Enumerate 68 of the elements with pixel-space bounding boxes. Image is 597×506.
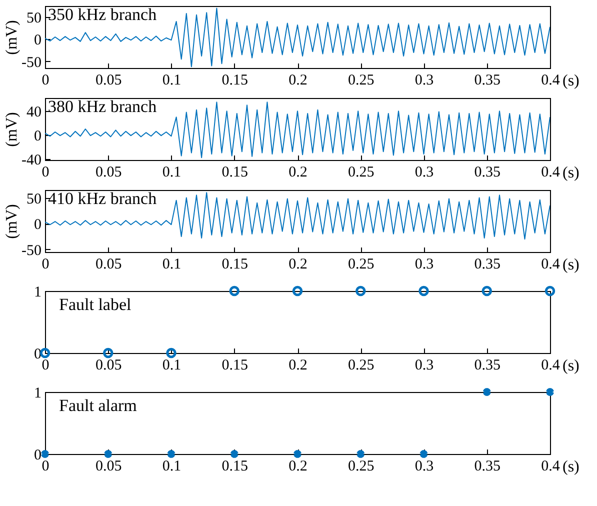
x-tick-label: 0.4 [541,72,560,88]
x-tick-label: 0.35 [474,358,500,374]
x-tick-label: 0.15 [222,256,248,272]
y-tick-label: 0 [34,32,42,49]
x-tick-label: 0.2 [288,358,308,374]
x-tick-label: 0.25 [348,164,374,180]
x-tick-label: 0.4 [541,358,560,374]
x-tick-label: 0.1 [162,164,182,180]
x-tick-label: 0.2 [288,256,308,272]
x-tick-label: 0.1 [162,458,182,474]
x-tick-label: 0.4 [541,256,560,272]
y-tick-label: 50 [26,10,42,27]
annotation: 410 kHz branch [48,189,158,208]
annotation: Fault label [59,295,132,314]
x-tick-label: 0.25 [348,358,374,374]
y-tick-label: 50 [26,191,42,208]
x-tick-label: 0.15 [222,72,248,88]
y-tick-label: -50 [22,242,42,259]
y-tick-label: 0 [34,128,42,144]
y-tick-label: -40 [22,152,42,168]
x-axis-title: (s) [562,358,580,374]
y-tick-label: 40 [26,104,42,121]
line-series [45,102,550,158]
x-tick-label: 0.35 [474,458,500,474]
x-axis-title: (s) [562,72,580,90]
x-tick-label: 0.2 [288,72,308,88]
x-tick-label: 0.1 [162,72,182,88]
x-tick-label: 0.1 [162,256,182,272]
x-tick-label: 0.4 [541,164,560,180]
x-tick-label: 0.3 [414,164,434,180]
x-tick-label: 0.15 [222,458,248,474]
y-tick-label: -50 [22,54,42,71]
x-axis-title: (s) [562,256,580,274]
y-tick-label: 1 [34,284,42,300]
x-tick-label: 0.3 [414,256,434,272]
x-axis-title: (s) [562,164,580,182]
x-tick-label: 0.2 [288,164,308,180]
x-tick-label: 0.05 [96,358,122,374]
x-tick-label: 0.2 [288,458,308,474]
x-axis-title: (s) [562,458,580,476]
y-tick-label: 0 [34,217,42,234]
x-tick-label: 0.05 [96,458,122,474]
y-axis-title: (mV) [4,112,21,147]
x-tick-label: 0.35 [474,164,500,180]
x-tick-label: 0.15 [222,358,248,374]
x-tick-label: 0.05 [96,256,122,272]
line-series [45,8,550,68]
x-tick-label: 0.35 [474,72,500,88]
x-tick-label: 0.35 [474,256,500,272]
x-tick-label: 0.05 [96,72,122,88]
y-axis-title: (mV) [4,204,21,239]
x-tick-label: 0.3 [414,458,434,474]
x-tick-label: 0.15 [222,164,248,180]
x-tick-label: 0.4 [541,458,560,474]
annotation: 380 kHz branch [48,97,158,116]
y-axis-title: (mV) [4,20,21,55]
x-tick-label: 0.25 [348,72,374,88]
x-tick-label: 0.25 [348,458,374,474]
x-tick-label: 0.3 [414,72,434,88]
x-tick-label: 0.3 [414,358,434,374]
x-tick-label: 0.25 [348,256,374,272]
annotation: 350 kHz branch [48,5,158,24]
x-tick-label: 0.1 [162,358,182,374]
y-tick-label: 1 [34,386,42,402]
x-tick-label: 0.05 [96,164,122,180]
annotation: Fault alarm [59,396,137,415]
line-series [45,192,550,240]
y-tick-label: 0 [34,448,42,464]
